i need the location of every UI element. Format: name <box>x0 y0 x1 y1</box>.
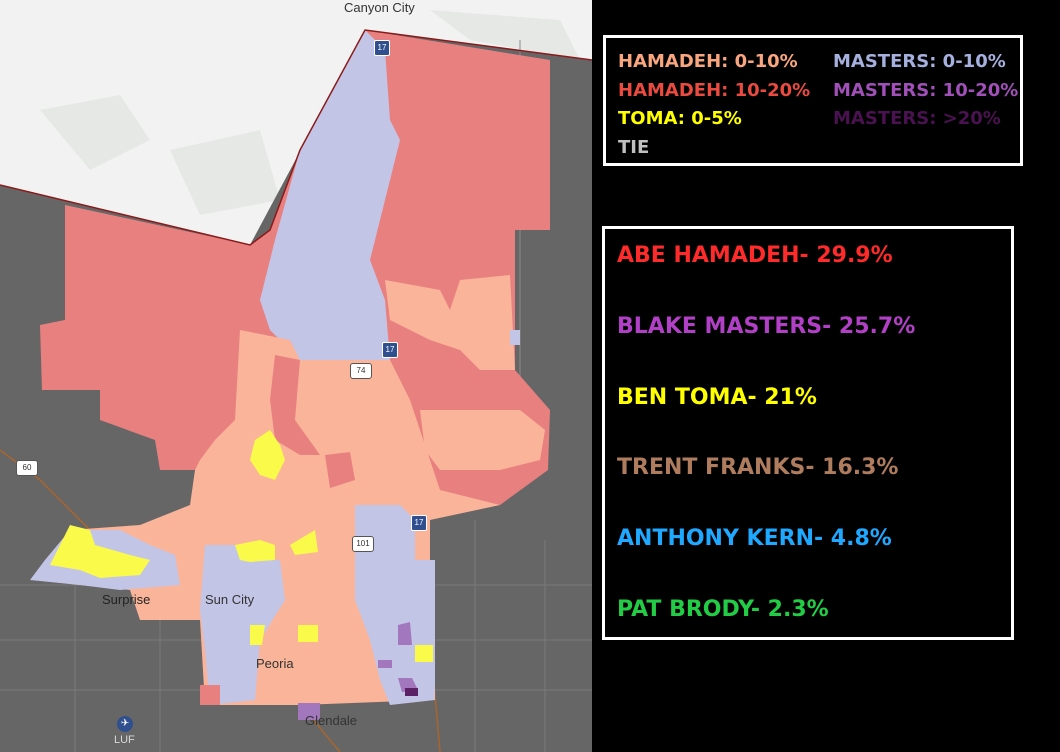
result-masters: BLAKE MASTERS- 25.7% <box>617 314 916 339</box>
interstate-shield-mid: 17 <box>382 342 398 358</box>
district-masters-10-20 <box>298 622 418 720</box>
legend-hamadeh-10-20: HAMADEH: 10-20% <box>618 80 811 101</box>
district-hamadeh-0-10-east <box>385 275 515 370</box>
legend-tie: TIE <box>618 137 650 158</box>
result-franks: TRENT FRANKS- 16.3% <box>617 455 899 480</box>
us-route-shield-60: 60 <box>16 460 38 476</box>
basemap-terrain <box>40 10 580 215</box>
label-luf: LUF <box>114 734 135 746</box>
interstate-shield-south: 17 <box>411 515 427 531</box>
district-map: Canyon City Surprise Sun City Peoria Gle… <box>0 0 592 752</box>
district-outline <box>0 29 592 246</box>
result-hamadeh: ABE HAMADEH- 29.9% <box>617 243 893 268</box>
result-toma: BEN TOMA- 21% <box>617 385 817 410</box>
district-toma-0-5 <box>50 430 433 662</box>
legend-toma-0-5: TOMA: 0-5% <box>618 108 742 129</box>
district-masters-gt20 <box>405 688 418 696</box>
results-panel: ABE HAMADEH- 29.9% BLAKE MASTERS- 25.7% … <box>602 226 1014 640</box>
district-hamadeh-10-20-inner <box>270 355 320 455</box>
legend-masters-0-10: MASTERS: 0-10% <box>833 51 1006 72</box>
airport-icon: ✈ <box>117 716 133 732</box>
label-sun-city: Sun City <box>205 592 255 607</box>
district-masters-0-10-sw <box>200 545 285 705</box>
legend-masters-gt20: MASTERS: >20% <box>833 108 1001 129</box>
district-masters-0-10-north <box>260 30 400 360</box>
legend: HAMADEH: 0-10% HAMADEH: 10-20% TOMA: 0-5… <box>603 35 1023 166</box>
district-hamadeh-0-10-se <box>420 410 545 470</box>
label-canyon-city: Canyon City <box>344 0 415 15</box>
legend-masters-10-20: MASTERS: 10-20% <box>833 80 1019 101</box>
map-canvas <box>0 10 592 752</box>
district-hamadeh-10-20-inner3 <box>200 685 220 705</box>
district-hamadeh-10-20-inner2 <box>325 452 355 488</box>
label-glendale: Glendale <box>305 713 358 728</box>
result-brody: PAT BRODY- 2.3% <box>617 597 829 622</box>
label-peoria: Peoria <box>256 656 294 671</box>
result-kern: ANTHONY KERN- 4.8% <box>617 526 892 551</box>
legend-hamadeh-0-10: HAMADEH: 0-10% <box>618 51 798 72</box>
interstate-shield-north: 17 <box>374 40 390 56</box>
label-surprise: Surprise <box>102 592 151 607</box>
state-route-shield-74: 74 <box>350 363 372 379</box>
state-route-shield-101: 101 <box>352 536 374 552</box>
district-masters-0-10-e-strip <box>510 330 520 345</box>
